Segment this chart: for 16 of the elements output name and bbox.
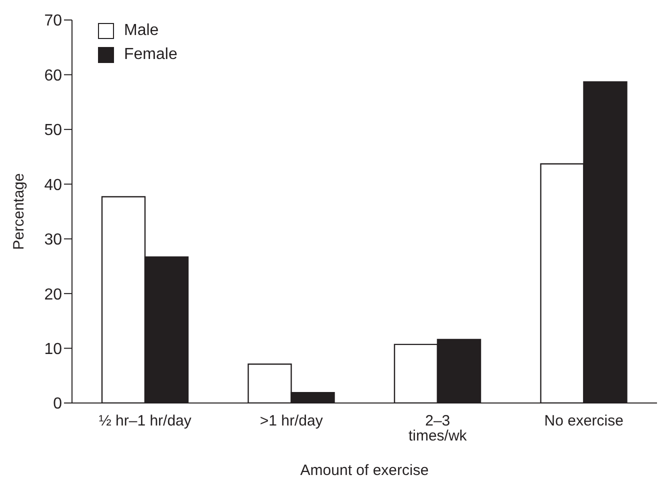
x-tick-label: 2–3 times/wk [408, 412, 468, 445]
y-tick-label: 10 [44, 340, 62, 358]
y-tick-label: 30 [44, 232, 62, 249]
y-tick-label: 60 [44, 67, 62, 84]
legend-label: Male [124, 22, 159, 40]
y-tick-label: 40 [44, 176, 62, 194]
x-axis-title: Amount of exercise [300, 462, 429, 479]
y-tick-label: 50 [44, 122, 62, 140]
y-tick-label: 20 [44, 286, 62, 304]
x-tick-label: No exercise [544, 412, 624, 430]
y-axis-title: Percentage [10, 173, 28, 250]
x-tick-label: ½ hr–1 hr/day [98, 412, 192, 430]
y-tick-label: 0 [53, 396, 62, 413]
y-tick-label: 70 [44, 12, 62, 30]
x-tick-label: >1 hr/day [260, 412, 324, 430]
legend-label: Female [124, 46, 178, 64]
